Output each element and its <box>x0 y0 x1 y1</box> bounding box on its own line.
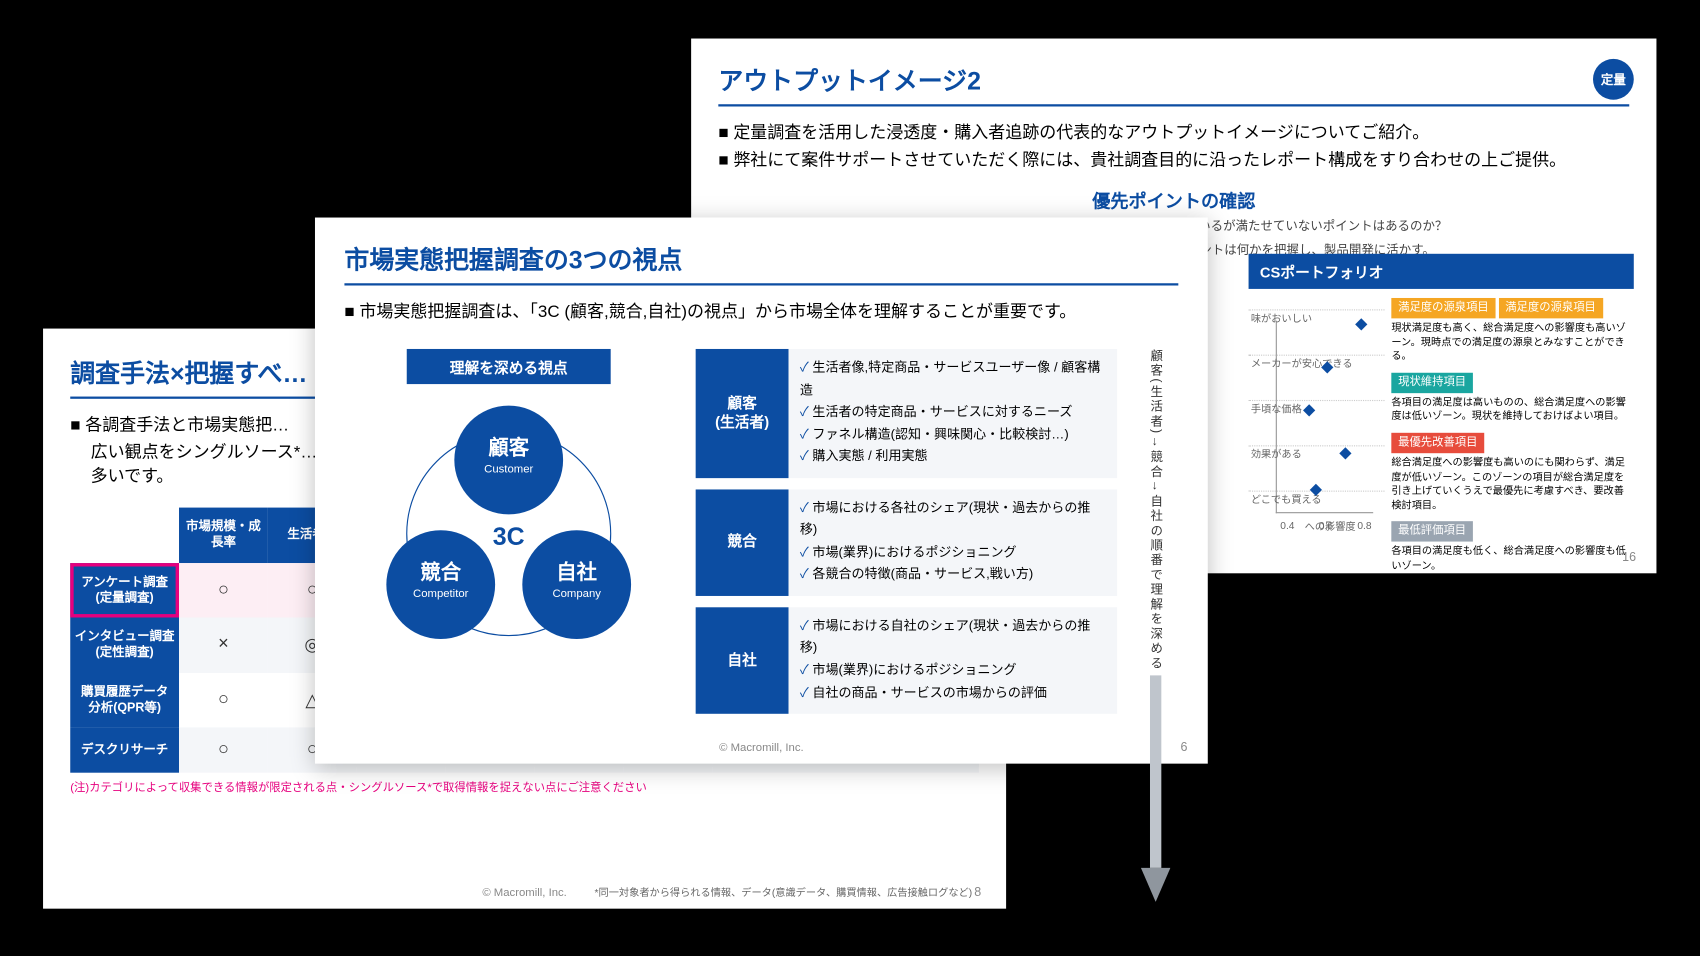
legend-tag-dup: 満足度の源泉項目 <box>1498 298 1602 318</box>
chart-point: ◆ <box>1310 479 1322 498</box>
list-item: 市場における各社のシェア(現状・過去からの推移) <box>800 498 1106 542</box>
ytick: 手頃な価格 <box>1249 400 1385 416</box>
row-header: 購買履歴データ分析(QPR等) <box>70 673 179 728</box>
slide-title: 市場実態把握調査の3つの視点 <box>344 240 1178 285</box>
list-item: 市場における自社のシェア(現状・過去からの推移) <box>800 616 1106 660</box>
row-items: 生活者像,特定商品・サービスユーザー像 / 顧客構造生活者の特定商品・サービスに… <box>789 349 1118 478</box>
chart-point: ◆ <box>1303 400 1315 419</box>
svg-text:Company: Company <box>552 588 601 600</box>
matrix-cell: × <box>179 618 268 673</box>
page-number: 16 <box>1622 551 1636 565</box>
svg-text:Customer: Customer <box>484 463 533 475</box>
detail-row: 自社市場における自社のシェア(現状・過去からの推移)市場(業界)におけるポジショ… <box>696 607 1117 714</box>
row-label: 自社 <box>696 607 789 714</box>
row-items: 市場における各社のシェア(現状・過去からの推移)市場(業界)におけるポジショニン… <box>789 489 1118 596</box>
list-item: 生活者の特定商品・サービスに対するニーズ <box>800 402 1106 424</box>
ytick: メーカーが安心できる <box>1249 355 1385 371</box>
row-label: 顧客(生活者) <box>696 349 789 478</box>
list-item: 各競合の特徴(商品・サービス,戦い方) <box>800 565 1106 587</box>
cs-portfolio-panel: CSポートフォリオ 味がおいしい メーカーが安心できる 手頃な価格 効果がある … <box>1249 254 1634 582</box>
venn-title: 理解を深める視点 <box>407 349 611 384</box>
slide-title: アウトプットイメージ2 <box>718 61 1629 106</box>
slide-3c-perspectives: 市場実態把握調査の3つの視点 市場実態把握調査は、「3C (顧客,競合,自社)の… <box>315 218 1208 764</box>
svg-text:自社: 自社 <box>556 560 597 584</box>
svg-text:顧客: 顧客 <box>488 435 529 459</box>
list-item: 購入実態 / 利用実態 <box>800 447 1106 469</box>
svg-text:Competitor: Competitor <box>413 588 469 600</box>
venn-diagram: 顧客 Customer 競合 Competitor 自社 Company 3C <box>361 398 656 670</box>
subheading: 優先ポイントの確認 <box>718 186 1629 213</box>
svg-text:競合: 競合 <box>420 560 461 584</box>
portfolio-heading: CSポートフォリオ <box>1249 254 1634 289</box>
portfolio-chart: 味がおいしい メーカーが安心できる 手頃な価格 効果がある どこでも買える 0.… <box>1249 298 1385 536</box>
row-header: アンケート調査(定量調査) <box>70 563 179 618</box>
row-label: 競合 <box>696 489 789 596</box>
chart-point: ◆ <box>1339 443 1351 462</box>
down-arrow-icon <box>1141 676 1170 903</box>
lead-line-1: 定量調査を活用した浸透度・購入者追跡の代表的なアウトプットイメージについてご紹介… <box>718 120 1629 147</box>
col-header: 市場規模・成長率 <box>179 508 268 563</box>
chart-point: ◆ <box>1355 314 1367 333</box>
detail-row: 競合市場における各社のシェア(現状・過去からの推移)市場(業界)におけるポジショ… <box>696 489 1117 596</box>
list-item: 生活者像,特定商品・サービスユーザー像 / 顧客構造 <box>800 358 1106 402</box>
row-header: インタビュー調査(定性調査) <box>70 618 179 673</box>
legend-tag: 現状維持項目 <box>1391 373 1473 393</box>
portfolio-legend: 満足度の源泉項目 満足度の源泉項目 現状満足度も高く、総合満足度への影響度も高い… <box>1391 298 1633 582</box>
detail-row: 顧客(生活者)生活者像,特定商品・サービスユーザー像 / 顧客構造生活者の特定商… <box>696 349 1117 478</box>
matrix-cell: ○ <box>179 673 268 728</box>
legend-text: 現状満足度も高く、総合満足度への影響度も高いゾーン。現時点での満足度の源泉とみな… <box>1391 321 1633 364</box>
ytick: 効果がある <box>1249 445 1385 461</box>
badge-quant: 定量 <box>1593 59 1634 100</box>
list-item: ファネル構造(認知・興味関心・比較検討…) <box>800 424 1106 446</box>
venn-panel: 理解を深める視点 顧客 Customer 競合 Competitor 自社 Co… <box>344 349 673 902</box>
legend-text: 各項目の満足度も低く、総合満足度への影響度も低いゾーン。 <box>1391 544 1633 573</box>
legend-tag: 最優先改善項目 <box>1391 433 1484 453</box>
row-items: 市場における自社のシェア(現状・過去からの推移)市場(業界)におけるポジショニン… <box>789 607 1118 714</box>
list-item: 自社の商品・サービスの市場からの評価 <box>800 683 1106 705</box>
legend-text: 総合満足度への影響度も高いのにも関わらず、満足度が低いゾーン。このゾーンの項目が… <box>1391 455 1633 512</box>
matrix-cell: ○ <box>179 728 268 773</box>
lead-line-2: 弊社にて案件サポートさせていただく際には、貴社調査目的に沿ったレポート構成をすり… <box>718 147 1629 174</box>
side-text: 顧客(生活者)→競合→自社の順番で理解を深める <box>1147 349 1165 671</box>
copyright: © Macromill, Inc. <box>719 742 804 754</box>
legend-tag: 最低評価項目 <box>1391 522 1473 542</box>
chart-point: ◆ <box>1321 357 1333 376</box>
page-number: 6 <box>1180 741 1187 755</box>
side-arrow-panel: 顧客(生活者)→競合→自社の順番で理解を深める <box>1133 349 1178 902</box>
matrix-cell: ○ <box>179 563 268 618</box>
row-header: デスクリサーチ <box>70 728 179 773</box>
lead: 市場実態把握調査は、「3C (顧客,競合,自社)の視点」から市場全体を理解するこ… <box>344 299 1178 326</box>
legend-text: 各項目の満足度は高いものの、総合満足度への影響度は低いゾーン。現状を維持しておけ… <box>1391 395 1633 424</box>
list-item: 市場(業界)におけるポジショニング <box>800 543 1106 565</box>
list-item: 市場(業界)におけるポジショニング <box>800 661 1106 683</box>
detail-rows: 顧客(生活者)生活者像,特定商品・サービスユーザー像 / 顧客構造生活者の特定商… <box>696 349 1117 902</box>
legend-tag: 満足度の源泉項目 <box>1391 298 1495 318</box>
svg-text:3C: 3C <box>493 523 525 551</box>
x-axis-label: への影響度 <box>1276 519 1385 534</box>
